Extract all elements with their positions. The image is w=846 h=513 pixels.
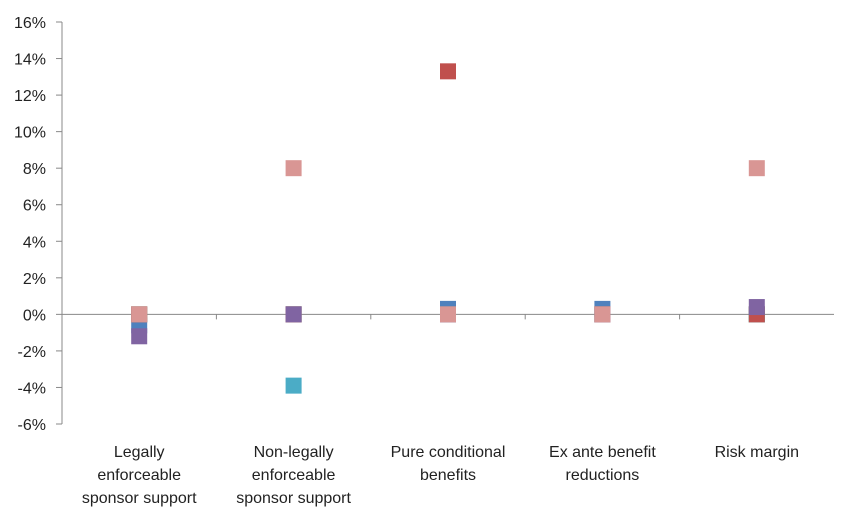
x-category-label: Risk margin <box>715 444 799 461</box>
x-category-label: Non-legally enforceable sponsor support <box>236 444 351 507</box>
data-point <box>131 328 148 345</box>
data-point <box>285 160 302 177</box>
y-tick-label: 8% <box>23 161 46 178</box>
x-axis-labels: Legally enforceable sponsor support Non-leg… <box>82 444 799 507</box>
y-tick-label: 2% <box>23 271 46 288</box>
y-tick-label: -2% <box>18 344 46 361</box>
y-tick-label: -4% <box>18 380 46 397</box>
x-category-label: Ex ante benefit reductions <box>549 444 656 484</box>
y-tick-label: -6% <box>18 417 46 434</box>
y-tick-label: 6% <box>23 198 46 215</box>
y-tick-label: 16% <box>14 15 46 32</box>
y-tick-label: 14% <box>14 52 46 69</box>
data-point <box>748 160 765 177</box>
data-point <box>594 306 611 323</box>
data-points <box>131 63 765 394</box>
x-category-label: Pure conditional benefits <box>391 444 506 484</box>
data-point <box>748 299 765 316</box>
y-tick-label: 4% <box>23 234 46 251</box>
data-point <box>285 377 302 394</box>
y-tick-label: 0% <box>23 307 46 324</box>
y-axis-ticks: 16% 14% 12% 10% 8% 6% 4% 2% 0% -2% -4% -6% <box>14 15 62 434</box>
axes <box>61 22 834 424</box>
x-category-label: Legally enforceable sponsor support <box>82 444 197 507</box>
data-point <box>285 306 302 323</box>
data-point <box>131 306 148 323</box>
y-tick-label: 10% <box>14 125 46 142</box>
data-point <box>440 306 456 323</box>
y-tick-label: 12% <box>14 88 46 105</box>
data-point <box>440 63 456 80</box>
